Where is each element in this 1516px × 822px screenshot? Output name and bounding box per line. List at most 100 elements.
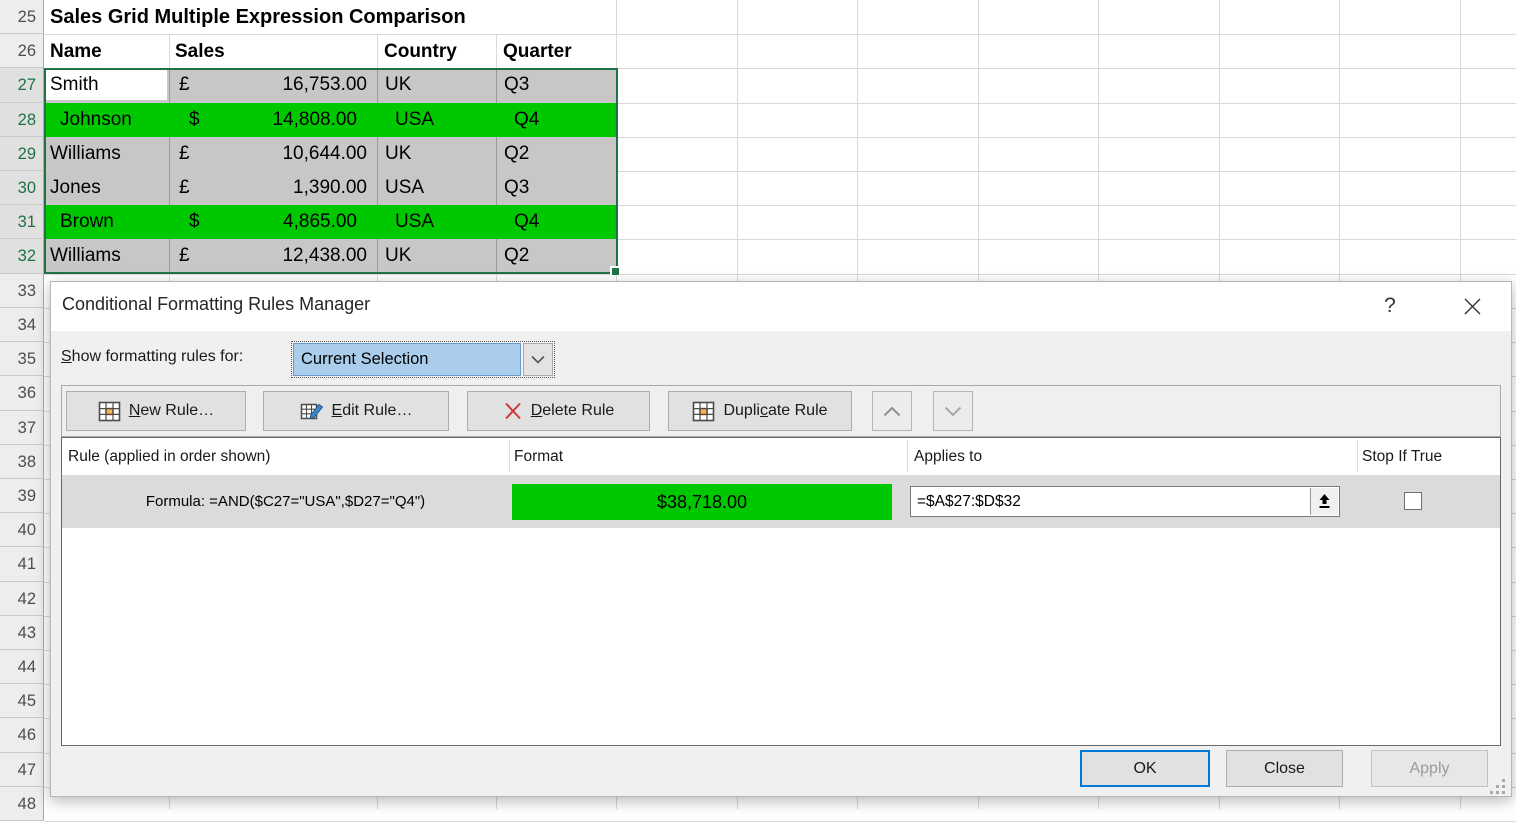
cell-amount-29[interactable]: 10,644.00: [282, 142, 367, 164]
move-rule-up-button[interactable]: [872, 391, 912, 431]
row-header-35[interactable]: 35: [0, 342, 44, 377]
row-header-32[interactable]: 32: [0, 239, 44, 274]
applies-to-value[interactable]: =$A$27:$D$32: [917, 493, 1021, 510]
row-header-33[interactable]: 33: [0, 273, 44, 308]
row-header-47[interactable]: 47: [0, 752, 44, 787]
table-grid-icon: [693, 401, 715, 421]
cell-quarter-31[interactable]: Q4: [514, 211, 540, 233]
row-header-48[interactable]: 48: [0, 786, 44, 822]
cell-quarter-30[interactable]: Q3: [504, 177, 530, 199]
row-header-28[interactable]: 28: [0, 102, 44, 137]
column-header-rule: Rule (applied in order shown): [68, 448, 271, 465]
cell-currency-31[interactable]: $: [189, 211, 200, 233]
cell-currency-30[interactable]: £: [179, 177, 190, 199]
cell-gridline: [377, 68, 378, 103]
cell-name-28[interactable]: Johnson: [60, 108, 132, 130]
chevron-down-icon[interactable]: [523, 343, 553, 376]
cell-gridline: [377, 239, 378, 274]
row-header-42[interactable]: 42: [0, 581, 44, 616]
sheet-row-27[interactable]: Smith £16,753.00 UK Q3: [44, 68, 617, 103]
row-header-27[interactable]: 27: [0, 68, 44, 103]
cell-currency-27[interactable]: £: [179, 74, 190, 96]
cell-amount-28[interactable]: 14,808.00: [272, 108, 357, 130]
row-header-34[interactable]: 34: [0, 307, 44, 343]
cell-b26-header[interactable]: Sales: [175, 41, 225, 62]
cell-name-32[interactable]: Williams: [50, 245, 121, 267]
show-formatting-rules-label: Show formatting rules for:: [61, 348, 244, 365]
cell-currency-28[interactable]: $: [189, 108, 200, 130]
row-header-26[interactable]: 26: [0, 34, 44, 69]
row-header-39[interactable]: 39: [0, 478, 44, 514]
ok-button[interactable]: OK: [1080, 750, 1210, 787]
move-rule-down-button[interactable]: [933, 391, 973, 431]
gridline: [44, 68, 1516, 70]
row-header-44[interactable]: 44: [0, 649, 44, 685]
stop-if-true-checkbox[interactable]: [1404, 492, 1422, 510]
collapse-dialog-button[interactable]: [1310, 488, 1338, 515]
row-header-38[interactable]: 38: [0, 444, 44, 479]
applies-to-field[interactable]: =$A$27:$D$32: [910, 486, 1340, 517]
cell-country-28[interactable]: USA: [395, 108, 435, 130]
rule-row[interactable]: Formula: =AND($C27="USA",$D27="Q4") $38,…: [62, 475, 1500, 528]
row-header-41[interactable]: 41: [0, 547, 44, 582]
cell-country-31[interactable]: USA: [395, 211, 435, 233]
delete-x-icon: [504, 402, 521, 420]
row-header-40[interactable]: 40: [0, 513, 44, 548]
show-rules-dropdown[interactable]: Current Selection: [291, 341, 555, 378]
resize-grip[interactable]: [1490, 779, 1493, 782]
row-header-30[interactable]: 30: [0, 171, 44, 206]
row-header-45[interactable]: 45: [0, 684, 44, 719]
cell-currency-29[interactable]: £: [179, 142, 190, 164]
cell-name-31[interactable]: Brown: [60, 211, 114, 233]
chevron-down-icon: [944, 406, 962, 416]
sheet-row-29[interactable]: Williams £10,644.00 UK Q2: [44, 136, 617, 172]
sheet-row-28[interactable]: Johnson $14,808.00 USA Q4: [44, 102, 617, 137]
cell-amount-30[interactable]: 1,390.00: [293, 177, 367, 199]
row-header-29[interactable]: 29: [0, 136, 44, 172]
row-header-25[interactable]: 25: [0, 0, 44, 35]
apply-button[interactable]: Apply: [1371, 750, 1488, 787]
cell-name-29[interactable]: Williams: [50, 142, 121, 164]
duplicate-rule-button[interactable]: Duplicate Rule: [668, 391, 852, 431]
cell-quarter-27[interactable]: Q3: [504, 74, 530, 96]
header-separator: [907, 440, 908, 472]
close-icon[interactable]: [1453, 288, 1491, 324]
show-rules-dropdown-value[interactable]: Current Selection: [293, 343, 521, 376]
cell-amount-27[interactable]: 16,753.00: [282, 74, 367, 96]
row-header-31[interactable]: 31: [0, 205, 44, 240]
cell-quarter-29[interactable]: Q2: [504, 142, 530, 164]
cell-a25-title[interactable]: Sales Grid Multiple Expression Compariso…: [50, 6, 466, 28]
row-header-36[interactable]: 36: [0, 376, 44, 411]
active-cell: [46, 70, 167, 101]
sheet-row-32[interactable]: Williams £12,438.00 UK Q2: [44, 239, 617, 274]
cell-a26-header[interactable]: Name: [50, 41, 102, 62]
cell-c26-header[interactable]: Country: [384, 41, 457, 62]
cell-gridline: [377, 171, 378, 206]
new-rule-button[interactable]: New Rule…: [66, 391, 246, 431]
cell-currency-32[interactable]: £: [179, 245, 190, 267]
cell-country-30[interactable]: USA: [385, 177, 425, 199]
edit-rule-button[interactable]: Edit Rule…: [263, 391, 449, 431]
cell-d26-header[interactable]: Quarter: [503, 41, 572, 62]
cell-amount-31[interactable]: 4,865.00: [283, 211, 357, 233]
row-header-37[interactable]: 37: [0, 410, 44, 445]
cell-country-32[interactable]: UK: [385, 245, 412, 267]
cell-country-29[interactable]: UK: [385, 142, 412, 164]
close-button[interactable]: Close: [1226, 750, 1343, 787]
cell-quarter-32[interactable]: Q2: [504, 245, 530, 267]
cell-country-27[interactable]: UK: [385, 74, 412, 96]
dialog-title-bar[interactable]: Conditional Formatting Rules Manager ?: [51, 282, 1511, 331]
sheet-row-31[interactable]: Brown $4,865.00 USA Q4: [44, 205, 617, 240]
row-header-43[interactable]: 43: [0, 615, 44, 650]
cell-name-27[interactable]: Smith: [50, 74, 99, 96]
fill-handle[interactable]: [610, 266, 620, 276]
header-separator: [509, 440, 510, 472]
row-header-46[interactable]: 46: [0, 718, 44, 753]
sheet-row-30[interactable]: Jones £1,390.00 USA Q3: [44, 171, 617, 206]
cell-name-30[interactable]: Jones: [50, 177, 101, 199]
cell-gridline: [496, 136, 497, 172]
help-icon[interactable]: ?: [1384, 294, 1396, 317]
delete-rule-button[interactable]: Delete Rule: [467, 391, 650, 431]
cell-amount-32[interactable]: 12,438.00: [282, 245, 367, 267]
cell-quarter-28[interactable]: Q4: [514, 108, 540, 130]
